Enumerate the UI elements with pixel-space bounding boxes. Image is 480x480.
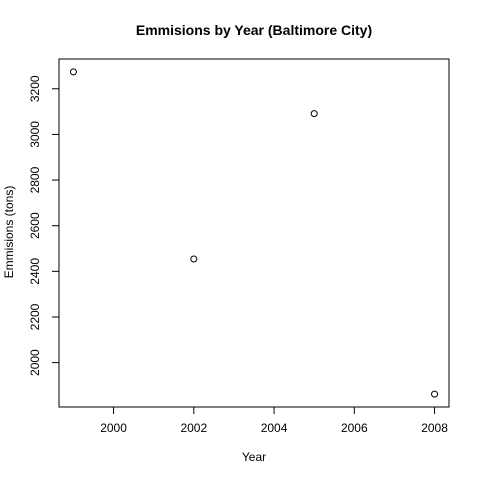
- chart-title: Emmisions by Year (Baltimore City): [136, 22, 372, 38]
- x-axis-label: Year: [242, 450, 266, 464]
- y-tick-label: 2200: [28, 303, 42, 330]
- data-point: [70, 69, 76, 75]
- y-tick-label: 3200: [28, 75, 42, 102]
- x-tick-label: 2008: [421, 421, 448, 435]
- data-points: [70, 69, 437, 397]
- plot-area-frame: [59, 59, 449, 407]
- y-axis-label: Emmisions (tons): [2, 186, 16, 279]
- x-tick-label: 2000: [100, 421, 127, 435]
- y-tick-label: 2400: [28, 258, 42, 285]
- y-tick-label: 2000: [28, 349, 42, 376]
- y-axis: 2000 2200 2400 2600 2800 3000 3200: [28, 75, 59, 376]
- data-point: [311, 111, 317, 117]
- x-tick-label: 2004: [261, 421, 288, 435]
- data-point: [191, 256, 197, 262]
- x-tick-label: 2002: [180, 421, 207, 435]
- data-point: [432, 391, 438, 397]
- y-tick-label: 2600: [28, 212, 42, 239]
- x-axis: 2000 2002 2004 2006 2008: [100, 407, 448, 435]
- y-tick-label: 2800: [28, 166, 42, 193]
- y-tick-label: 3000: [28, 121, 42, 148]
- x-tick-label: 2006: [341, 421, 368, 435]
